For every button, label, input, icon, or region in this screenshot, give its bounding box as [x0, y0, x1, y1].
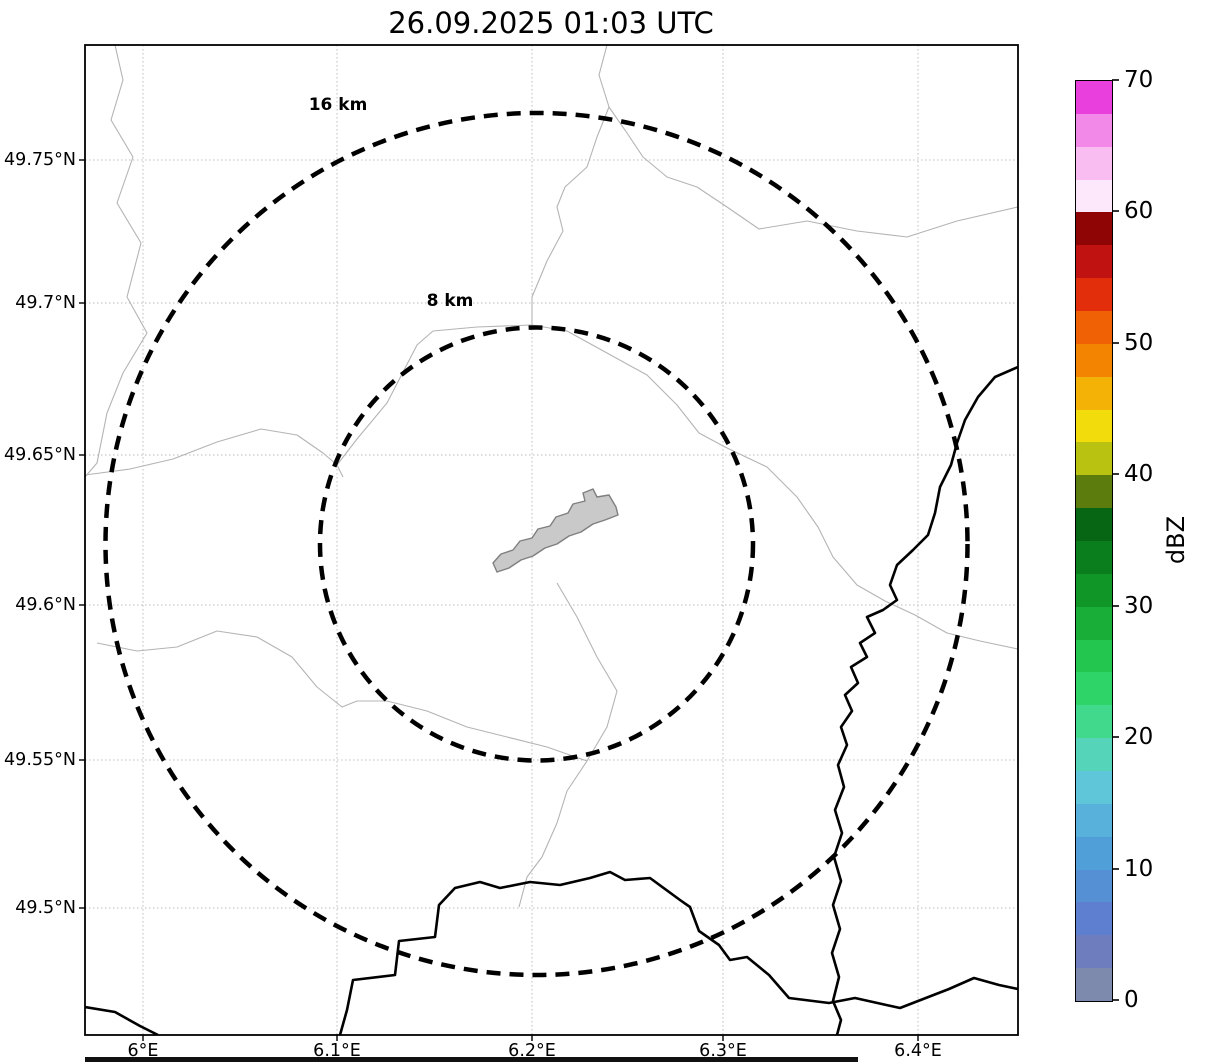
colorbar-segment: [1076, 212, 1112, 246]
y-tick-label: 49.75°N: [4, 150, 76, 170]
colorbar-segment: [1076, 146, 1112, 180]
colorbar-segment: [1076, 705, 1112, 739]
range-ring-16km: [103, 110, 970, 978]
colorbar-segment: [1076, 573, 1112, 607]
colorbar-segment: [1076, 541, 1112, 574]
colorbar-tick-label: 70: [1124, 67, 1154, 93]
colorbar-segment: [1076, 245, 1112, 279]
colorbar-segment: [1076, 771, 1112, 804]
range-ring-label-8km: 8 km: [426, 291, 474, 311]
y-tick-label: 49.6°N: [15, 595, 76, 615]
colorbar-tick-label: 50: [1124, 330, 1154, 356]
colorbar-segment: [1076, 968, 1112, 1002]
southern-border-line: [338, 870, 1018, 1035]
colorbar-tick-label: 60: [1124, 198, 1154, 224]
colorbar-segment: [1076, 869, 1112, 903]
colorbar-segment: [1076, 278, 1112, 312]
colorbar-tick-marks: [1112, 79, 1119, 1001]
y-tick-label: 49.55°N: [4, 750, 76, 770]
colorbar-segment: [1076, 738, 1112, 772]
colorbar-segment: [1076, 475, 1112, 509]
range-ring-8km: [317, 325, 756, 763]
colorbar-tick-label: 30: [1124, 593, 1154, 619]
y-tick-label: 49.65°N: [4, 445, 76, 465]
colorbar-tick-label: 20: [1124, 724, 1154, 750]
x-tick-label: 6°E: [127, 1041, 159, 1061]
river-border-line: [830, 365, 1018, 1035]
colorbar-segment: [1076, 113, 1112, 147]
colorbar-segment: [1076, 81, 1112, 114]
colorbar-segment: [1076, 409, 1112, 443]
southwest-border-line: [85, 1005, 159, 1035]
colorbar-segment: [1076, 606, 1112, 640]
colorbar-segment: [1076, 639, 1112, 673]
colorbar-segment: [1076, 343, 1112, 377]
colorbar: [1075, 80, 1113, 1002]
map-frame: [84, 44, 1019, 1036]
admin-boundary-lines: [85, 45, 1018, 908]
colorbar-label: dBZ: [1162, 515, 1190, 565]
colorbar-segment: [1076, 508, 1112, 542]
country-border-lines: [85, 365, 1018, 1035]
x-tick-label: 6.4°E: [894, 1041, 942, 1061]
colorbar-segment: [1076, 803, 1112, 837]
colorbar-segment: [1076, 376, 1112, 410]
range-rings: [103, 110, 970, 978]
x-tick-label: 6.3°E: [699, 1041, 747, 1061]
airport-footprint: [492, 488, 619, 573]
axis-tick-marks: [79, 159, 919, 1041]
y-tick-label: 49.7°N: [15, 293, 76, 313]
y-tick-label: 49.5°N: [15, 898, 76, 918]
plot-title: 26.09.2025 01:03 UTC: [388, 6, 714, 40]
colorbar-segment: [1076, 672, 1112, 706]
colorbar-segment: [1076, 902, 1112, 936]
colorbar-segment: [1076, 836, 1112, 870]
colorbar-segment: [1076, 442, 1112, 476]
range-ring-label-16km: 16 km: [308, 95, 368, 115]
colorbar-tick-label: 0: [1124, 987, 1139, 1013]
colorbar-segment: [1076, 935, 1112, 969]
colorbar-tick-label: 10: [1124, 856, 1154, 882]
colorbar-segment: [1076, 311, 1112, 344]
x-tick-label: 6.1°E: [313, 1041, 361, 1061]
colorbar-segment: [1076, 179, 1112, 213]
colorbar-tick-label: 40: [1124, 461, 1154, 487]
animation-progress-bar: [85, 1057, 858, 1062]
x-tick-label: 6.2°E: [508, 1041, 556, 1061]
